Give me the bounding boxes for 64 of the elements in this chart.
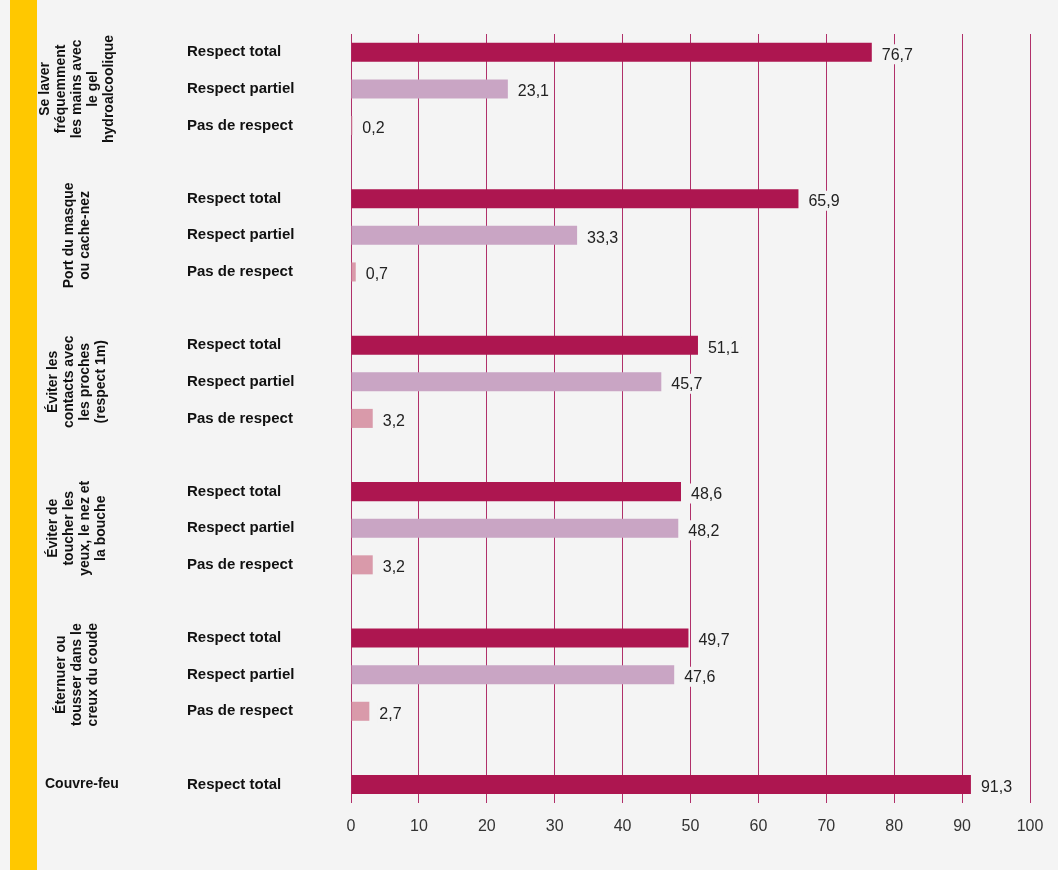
y-tick-label: Pas de respect: [187, 701, 293, 719]
y-tick-label: Respect total: [187, 481, 282, 499]
y-tick-label: Pas de respect: [187, 408, 293, 426]
text: Couvre-feu: [45, 775, 119, 792]
x-tick-label: 80: [885, 816, 904, 834]
x-tick-label: 10: [410, 816, 428, 834]
x-tick-label: 40: [613, 816, 632, 834]
data-label: 33,3: [587, 228, 619, 246]
x-tick-label: 100: [1016, 816, 1044, 834]
text: Port du masque ou cache-nez: [59, 182, 92, 289]
data-label: 0,7: [365, 265, 389, 283]
bar: [351, 518, 679, 538]
data-label: 3,2: [382, 558, 406, 576]
x-tick-label: 70: [817, 816, 836, 834]
bar: [351, 79, 508, 99]
text: Éviter les contacts avec les proches (respect 1m): [43, 335, 108, 429]
text: Éternuer ou tousser dans le creux du coude: [51, 622, 100, 727]
text: Éviter de toucher les yeux, le nez et la bouche: [43, 480, 108, 576]
bar: [351, 189, 799, 209]
x-tick-label: 20: [477, 816, 496, 834]
y-tick-label: Respect total: [187, 774, 282, 792]
bar: [351, 628, 689, 648]
x-tick-label: 60: [749, 816, 768, 834]
bar: [351, 42, 872, 62]
bar: [351, 665, 675, 685]
data-label: 23,1: [517, 82, 550, 100]
bar: [351, 225, 578, 245]
y-tick-label: Respect total: [187, 335, 282, 353]
data-label: 49,7: [698, 631, 730, 649]
bar: [351, 335, 698, 355]
text: Se laver fréquemment les mains avec le gel hydroalcoolique: [35, 34, 116, 143]
y-tick-label: Respect partiel: [187, 225, 295, 243]
data-label: 65,9: [808, 192, 840, 210]
y-tick-label: Respect total: [187, 628, 282, 646]
bar: [351, 555, 373, 575]
data-label: 2,7: [379, 704, 402, 722]
data-label: 48,6: [690, 485, 723, 503]
data-label: 51,1: [707, 338, 740, 356]
y-tick-label: Pas de respect: [187, 115, 293, 133]
y-tick-label: Respect partiel: [187, 664, 295, 682]
data-label: 47,6: [684, 668, 716, 686]
data-label: 3,2: [382, 411, 406, 429]
bar: [351, 701, 370, 721]
bar: [351, 372, 662, 392]
y-tick-label: Respect total: [187, 188, 282, 206]
data-label: 76,7: [881, 45, 914, 63]
y-tick-label: Pas de respect: [187, 262, 293, 280]
data-label: 0,2: [362, 118, 385, 136]
y-tick-label: Respect partiel: [187, 371, 295, 389]
x-tick-label: 90: [953, 816, 972, 834]
y-tick-label: Pas de respect: [187, 554, 293, 572]
data-label: 48,2: [688, 521, 720, 539]
y-tick-label: Respect total: [187, 42, 282, 60]
x-tick-label: 30: [545, 816, 564, 834]
data-label: 45,7: [671, 375, 703, 393]
bar: [351, 408, 373, 428]
bar: [351, 482, 681, 502]
y-tick-label: Respect partiel: [187, 518, 295, 536]
x-tick-label: 0: [346, 816, 356, 834]
bar: [351, 262, 356, 282]
bar: [351, 774, 971, 795]
data-label: 91,3: [980, 777, 1013, 795]
y-tick-label: Respect partiel: [187, 79, 295, 97]
x-tick-label: 50: [681, 816, 700, 834]
